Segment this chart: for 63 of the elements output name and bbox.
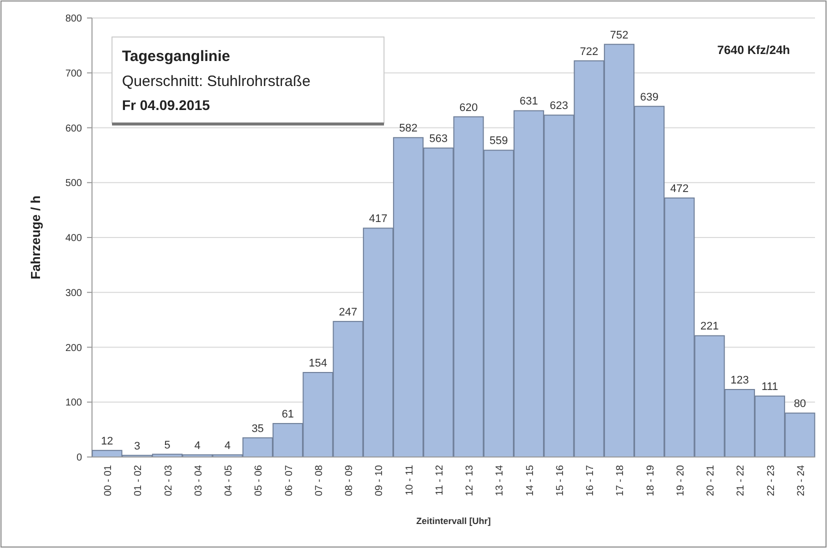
x-tick-label: 17 - 18 — [615, 464, 626, 496]
y-tick-label: 100 — [65, 398, 82, 409]
y-tick-label: 400 — [65, 233, 82, 244]
x-tick-label: 19 - 20 — [675, 464, 686, 496]
data-label: 35 — [252, 422, 264, 435]
x-tick-label: 13 - 14 — [494, 464, 506, 496]
x-tick-label: 11 - 12 — [434, 464, 446, 496]
data-label: 61 — [282, 408, 294, 421]
x-tick-label: 07 - 08 — [314, 464, 325, 496]
data-label: 5 — [164, 439, 170, 452]
y-tick-label: 200 — [65, 342, 82, 354]
y-tick-label: 700 — [65, 68, 82, 80]
x-tick-label: 04 - 05 — [224, 464, 235, 496]
x-tick-label: 20 - 21 — [706, 464, 717, 496]
x-tick-label: 23 - 24 — [796, 464, 807, 496]
x-tick-label: 18 - 19 — [645, 464, 656, 496]
y-tick-label: 0 — [76, 452, 82, 464]
data-label: 80 — [794, 398, 806, 410]
data-label: 722 — [580, 46, 598, 58]
data-label: 417 — [369, 213, 388, 226]
y-tick-label: 800 — [65, 14, 82, 24]
x-tick-label: 00 - 01 — [103, 464, 114, 496]
y-tick-label: 300 — [65, 288, 82, 299]
data-label: 623 — [550, 100, 568, 112]
annotation: Fr 04.09.2015 — [122, 97, 210, 113]
x-tick-label: 15 - 16 — [554, 464, 566, 496]
data-label: 4 — [194, 440, 200, 452]
data-label: 620 — [459, 102, 478, 114]
annotation: 7640 Kfz/24h — [717, 43, 790, 57]
data-label: 111 — [761, 381, 778, 394]
x-tick-label: 22 - 23 — [766, 464, 777, 496]
x-tick-label: 03 - 04 — [193, 464, 204, 496]
x-axis-title: Zeitintervall [Uhr] — [416, 516, 491, 526]
text: Tagesganglinie — [122, 48, 230, 65]
x-tick-label: 01 - 02 — [133, 464, 144, 496]
x-tick-label: 10 - 11 — [404, 464, 416, 496]
text: Querschnitt: Stuhlrohrstraße — [122, 73, 310, 90]
data-label: 247 — [338, 306, 358, 318]
data-label: 472 — [670, 182, 689, 195]
x-tick-label: 06 - 07 — [284, 464, 295, 496]
data-label: 559 — [490, 135, 508, 148]
data-label: 752 — [610, 29, 628, 42]
data-label: 582 — [399, 122, 418, 135]
data-label: 154 — [308, 357, 328, 370]
x-tick-label: 14 - 15 — [524, 464, 536, 496]
y-axis-title: Fahrzeuge / h — [28, 196, 43, 280]
data-label: 4 — [224, 440, 231, 452]
x-tick-label: 16 - 17 — [585, 464, 596, 496]
data-label: 3 — [134, 440, 140, 452]
x-tick-label: 02 - 03 — [163, 464, 174, 496]
y-tick-label: 500 — [65, 178, 82, 190]
data-label: 631 — [520, 96, 538, 108]
y-tick-label: 600 — [65, 123, 82, 134]
data-label: 12 — [100, 435, 114, 448]
x-tick-label: 09 - 10 — [374, 464, 386, 496]
x-tick-label: 12 - 13 — [464, 464, 476, 496]
data-label: 123 — [730, 374, 749, 387]
x-tick-label: 08 - 09 — [344, 464, 356, 496]
x-tick-label: 21 - 22 — [736, 464, 747, 496]
data-label: 639 — [640, 91, 658, 104]
data-label: 563 — [429, 133, 448, 146]
x-tick-label: 05 - 06 — [254, 464, 265, 496]
data-label: 221 — [700, 320, 719, 333]
